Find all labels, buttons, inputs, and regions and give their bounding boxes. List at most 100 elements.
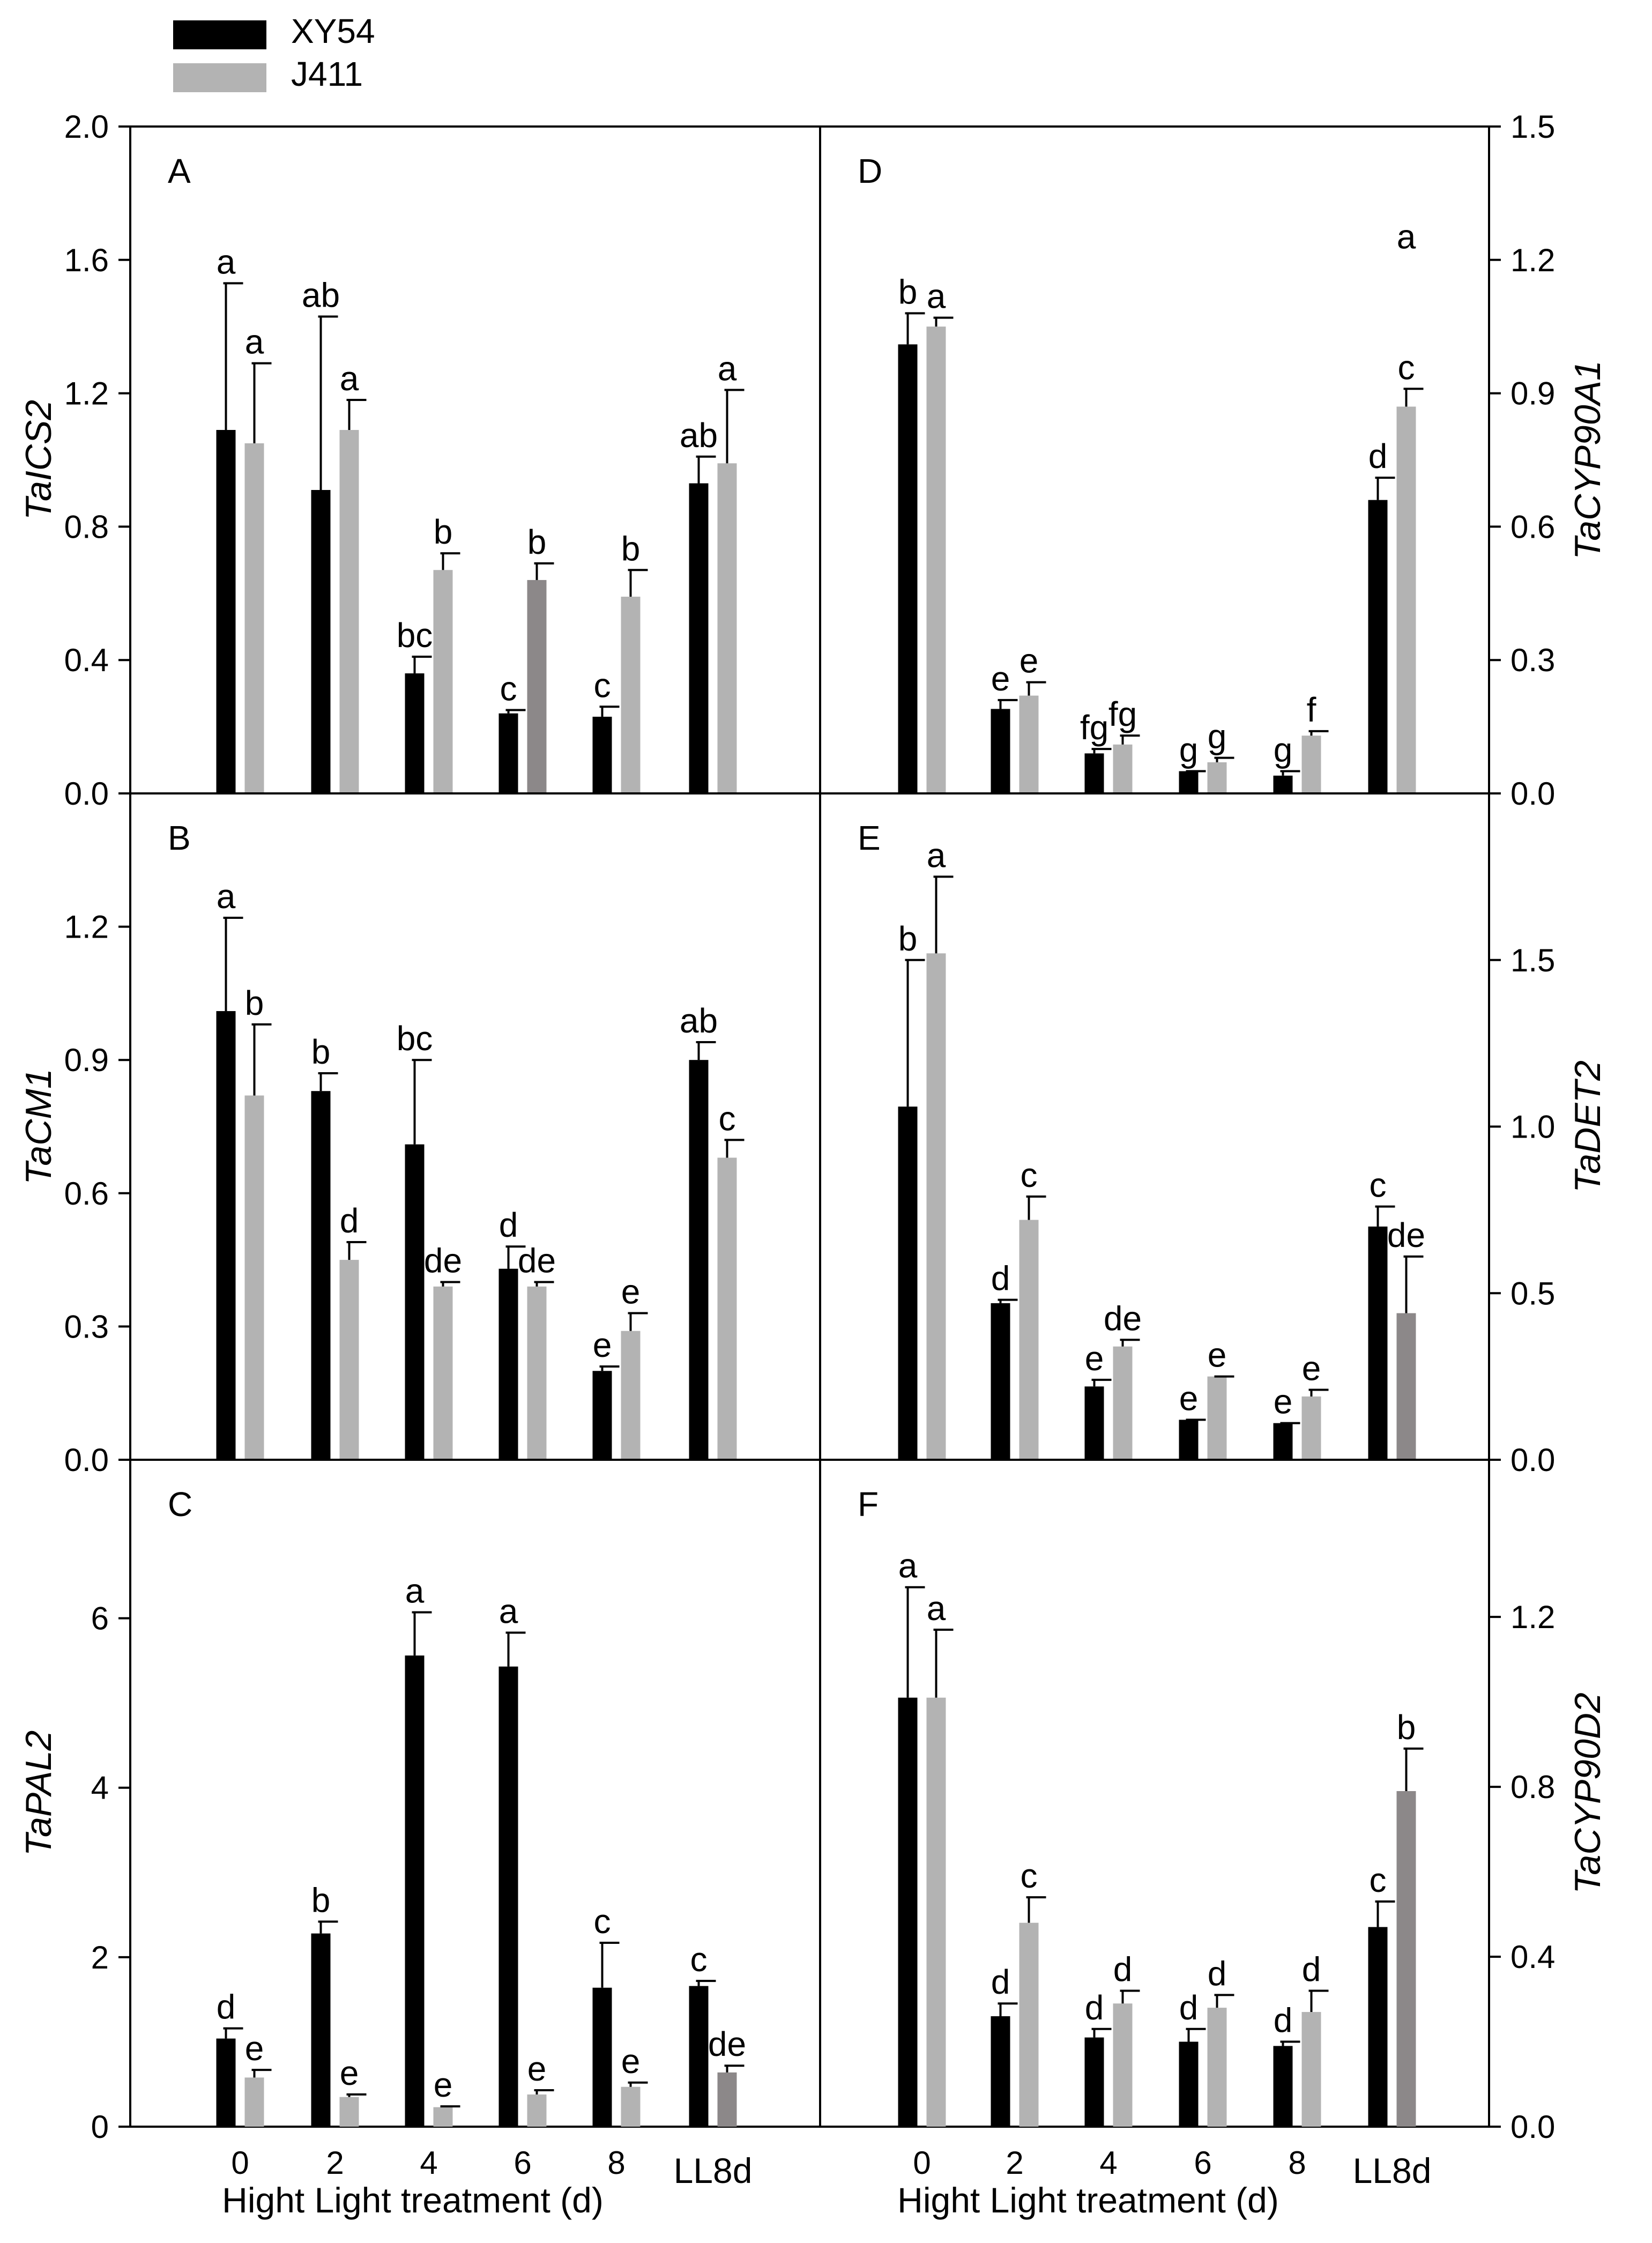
y-tick-label: 0 [91,2109,109,2145]
y-tick-label: 0.8 [64,509,109,545]
significance-label: bc [397,1019,433,1058]
significance-label: d [499,1206,518,1244]
significance-label: d [1085,1988,1104,2027]
significance-label: g [1179,731,1199,769]
significance-label: b [621,529,641,568]
significance-label: a [718,349,737,388]
significance-label: d [1274,2001,1293,2040]
bar [1273,775,1293,793]
legend-label-xy54: XY54 [291,12,375,50]
y-axis-label-f: TaCYP90D2 [1567,1692,1608,1894]
bar [1179,1420,1199,1460]
bar [991,2016,1010,2127]
significance-label: e [1020,642,1039,680]
bar [1113,2003,1133,2127]
y-tick-label: 0.0 [1510,776,1555,812]
x-tick-label: 8 [1288,2145,1306,2181]
bar [1019,1220,1039,1460]
significance-label: a [927,277,946,316]
bar [1207,2008,1227,2127]
panel-letter-b: B [168,819,191,857]
bar [527,1286,547,1460]
x-tick-label: 2 [326,2145,344,2181]
bar [991,709,1010,793]
panel-letter-a: A [168,152,191,190]
bar [1273,2046,1293,2127]
y-tick-label: 0.5 [1510,1275,1555,1311]
bar [433,570,453,793]
significance-label: c [594,1902,611,1941]
bar [1113,1346,1133,1460]
y-tick-label: 0.0 [1510,1442,1555,1478]
panel-letter-e: E [858,819,881,857]
bar [689,1060,709,1460]
y-tick-label: 1.2 [64,376,109,412]
bar [1368,1927,1388,2127]
significance-label: e [621,1273,641,1311]
bar [339,1260,359,1460]
series-xy54-c: d b a a c c [216,1572,716,2127]
significance-label: f [1307,690,1316,729]
significance-label: b [898,919,918,958]
bar [717,2072,737,2127]
x-tick-label: 8 [607,2145,625,2181]
significance-label: a [405,1572,425,1610]
bar [1368,1226,1388,1460]
significance-label: c [1370,1166,1387,1205]
significance-label: e [1085,1339,1104,1378]
x-tick-label: 4 [1099,2145,1117,2181]
bar [339,2097,359,2127]
y-tick-label: 4 [91,1770,109,1806]
y-tick-label: 1.2 [1510,242,1555,278]
significance-label: b [245,984,264,1022]
significance-label: e [245,2029,264,2068]
bar [405,673,425,793]
bar [1019,695,1039,793]
bar [1113,744,1133,793]
x-tick-label: 0 [231,2145,249,2181]
significance-label: de [708,2025,746,2063]
bar [717,1157,737,1460]
significance-label: e [527,2049,547,2088]
bar [717,463,737,793]
bar [621,597,641,793]
y-axis-label-b: TaCM1 [18,1068,59,1185]
significance-label: fg [1080,708,1108,747]
significance-label: b [898,272,918,311]
significance-label: e [1179,1379,1199,1417]
y-axis-label-d: TaCYP90A1 [1567,360,1608,560]
legend-item-xy54: XY54 [173,12,375,50]
y-tick-label: 2.0 [64,109,109,145]
bar [244,2077,264,2127]
bar [1301,1396,1321,1460]
y-tick-label: 0.4 [1510,1939,1555,1975]
y-tick-label: 0.9 [64,1042,109,1078]
significance-label: b [311,1881,331,1919]
y-tick-label: 1.5 [1510,942,1555,978]
bar [498,1666,518,2127]
significance-label: e [621,2042,641,2081]
significance-label: e [1302,1349,1321,1387]
bar [898,1697,918,2127]
significance-label: ab [680,416,718,455]
bar [991,1303,1010,1460]
bar [1084,1386,1104,1460]
bar [244,443,264,793]
bar [1019,1922,1039,2127]
series-xy54-f: add d dc [898,1547,1395,2127]
bar [926,326,946,793]
y-tick-label: 0.0 [64,1442,109,1478]
legend: XY54 J411 [173,12,375,93]
y-tick-label: 1.0 [1510,1109,1555,1145]
significance-label: c [1021,1156,1038,1194]
panel-letter-d: D [858,152,882,190]
y-tick-label: 0.8 [1510,1769,1555,1805]
bar [1396,1313,1416,1460]
